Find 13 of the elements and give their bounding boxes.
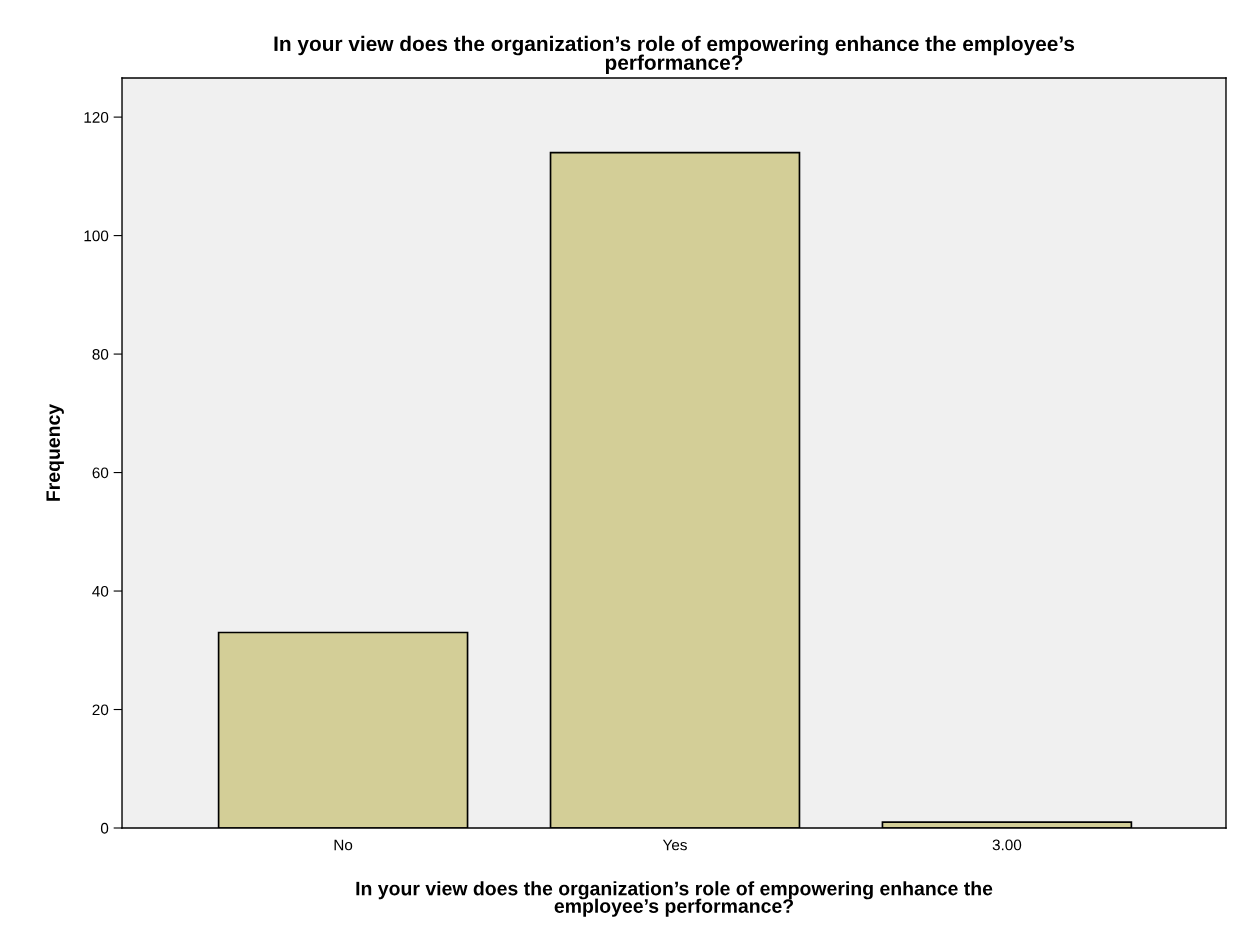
x-axis-title: In your view does the organization’s role of empowering enhance the employee’s performance? <box>356 881 993 917</box>
x-tick-label: 3.00 <box>992 839 1022 851</box>
y-tick-label: 100 <box>84 230 109 242</box>
x-tick-label: Yes <box>662 839 687 851</box>
y-tick-label: 120 <box>84 111 109 123</box>
y-tick-label: 40 <box>92 585 109 597</box>
chart-title: In your view does the organization’s role of empowering enhance the employee’s performance? <box>274 35 1075 74</box>
x-tick-label: No <box>334 839 353 851</box>
y-tick-label: 60 <box>92 467 109 479</box>
y-tick-label: 20 <box>92 704 109 716</box>
y-tick-label: 0 <box>100 822 109 834</box>
y-tick-label: 80 <box>92 348 109 360</box>
y-axis-title: Frequency <box>46 403 64 501</box>
